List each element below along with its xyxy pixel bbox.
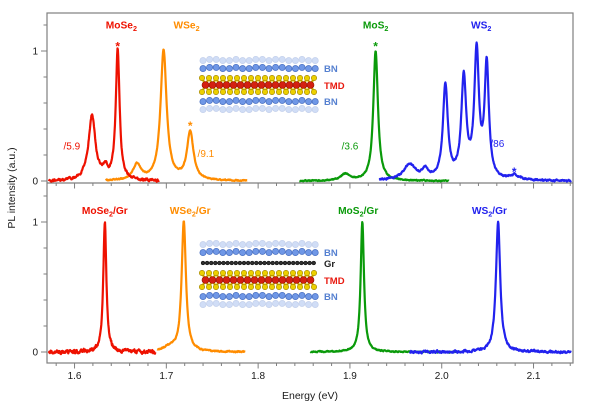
y-tick-label: 1 [32,218,38,229]
scale-factor-label: /86 [490,139,504,150]
x-tick-label: 1.7 [159,371,173,382]
exciton-star-marker: * [188,119,193,133]
x-tick-label: 1.9 [343,371,357,382]
exciton-star-marker: * [115,40,120,54]
x-tick-label: 1.8 [251,371,265,382]
y-axis-title: PL intensity (a.u.) [6,147,18,228]
spectrum-MoSe2-Gr [47,221,157,356]
y-tick-label: 0 [32,177,38,188]
x-axis-title: Energy (eV) [282,390,338,402]
series-label-WSe2-Gr: WSe2/Gr [170,206,211,219]
y-ticks: 0 1 0 1 [32,24,47,359]
series-label-WS2: WS2 [471,21,491,34]
inset-layer-label-bn: BN [324,248,338,259]
series-label-MoS2: MoS2 [363,21,389,34]
spectrum-WSe2-Gr [156,220,247,354]
spectrum-MoS2 [298,50,450,183]
bottom-panel-curves: WSe2/Gr MoSe2/Gr MoS2/Gr WS2/Gr [47,206,572,356]
series-label-MoSe2: MoSe2 [106,21,137,34]
scale-factor-label: /9.1 [198,149,215,160]
inset-layer-label-bn: BN [324,97,338,108]
spectrum-WS2 [378,41,572,183]
scale-factor-label: /3.6 [342,141,359,152]
series-label-MoS2-Gr: MoS2/Gr [338,206,378,219]
scale-factor-label: /5.9 [64,141,81,152]
inset-layer-label-bn: BN [324,292,338,303]
series-label-WSe2: WSe2 [173,21,199,34]
series-label-MoSe2-Gr: MoSe2/Gr [82,206,128,219]
spectrum-MoS2-Gr [309,221,463,354]
y-tick-label: 0 [32,348,38,359]
top-panel-curves: WSe2/9.1 * MoSe2/5.9 * MoS2/3.6 * WS2/86 * [47,21,572,183]
spectrum-MoSe2 [47,47,160,183]
inset-layer-label-tmd: TMD [324,276,345,287]
plot-frame [46,12,574,364]
x-tick-label: 2.1 [527,371,541,382]
heterostructure-inset-bn-tmd-bn: BN TMD BN [199,55,345,114]
spectrum-WS2-Gr [408,220,572,355]
series-label-WS2-Gr: WS2/Gr [472,206,507,219]
x-ticks [55,183,571,369]
x-tick-label: 2.0 [435,371,449,382]
y-tick-label: 1 [32,47,38,58]
x-tick-label: 1.6 [68,371,82,382]
x-tick-labels: 1.6 1.7 1.8 1.9 2.0 2.1 [68,371,541,382]
inset-layer-label-bn: BN [324,64,338,75]
exciton-star-marker: * [373,40,378,54]
inset-layer-label-tmd: TMD [324,81,345,92]
exciton-star-marker: * [512,165,517,179]
inset-layer-label-gr: Gr [324,259,335,270]
